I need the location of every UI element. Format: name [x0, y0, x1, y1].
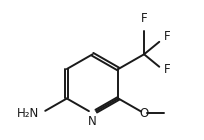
Text: F: F [164, 63, 171, 75]
Text: F: F [141, 12, 147, 25]
Text: H₂N: H₂N [17, 107, 39, 120]
Text: O: O [140, 107, 149, 120]
Text: F: F [164, 30, 171, 43]
Text: N: N [88, 115, 97, 128]
